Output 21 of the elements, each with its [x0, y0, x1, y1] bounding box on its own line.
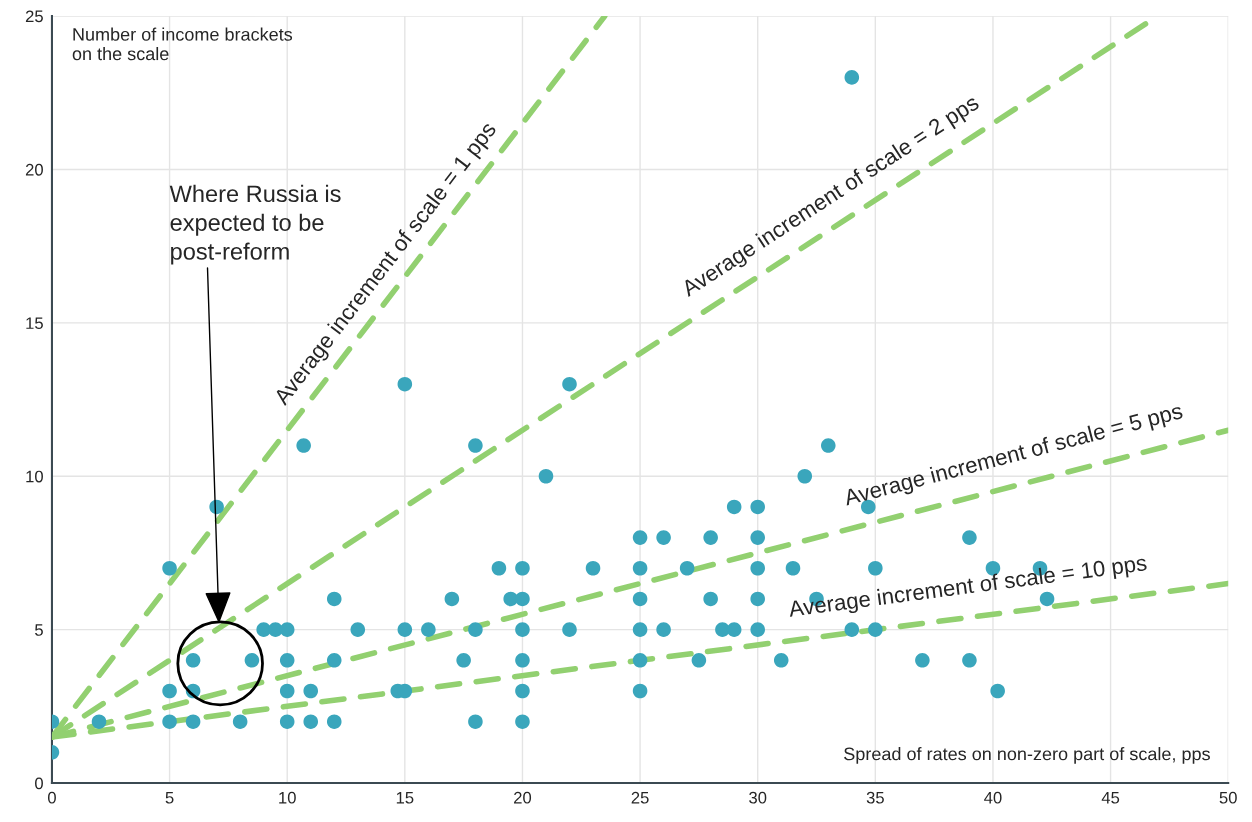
- x-tick-label: 0: [47, 791, 56, 804]
- x-tick-label: 30: [749, 791, 767, 804]
- y-tick-label: 25: [25, 10, 43, 23]
- x-tick-label: 35: [866, 791, 884, 804]
- y-axis-title: Number of income brackets on the scale: [72, 27, 293, 61]
- y-tick-label: 15: [26, 317, 43, 330]
- x-tick-label: 40: [984, 791, 1002, 804]
- x-tick-label: 15: [396, 791, 414, 804]
- x-tick-label: 50: [1219, 791, 1237, 804]
- annotation: Where Russia is expected to be post-reform: [169, 184, 341, 265]
- y-tick-label: 10: [26, 470, 43, 483]
- y-tick-label: 0: [35, 777, 43, 790]
- x-tick-label: 5: [165, 791, 174, 804]
- y-tick-label: 20: [25, 163, 43, 176]
- text: Average increment of scale = 10 pps: [787, 554, 1148, 622]
- y-tick-label: 5: [35, 624, 43, 636]
- x-tick-label: 25: [631, 791, 649, 804]
- x-tick-label: 45: [1101, 791, 1120, 804]
- x-axis-title: Spread of rates on non-zero part of scale, pps: [844, 747, 1210, 764]
- x-tick-label: 10: [279, 791, 296, 804]
- x-tick-label: 20: [514, 791, 532, 804]
